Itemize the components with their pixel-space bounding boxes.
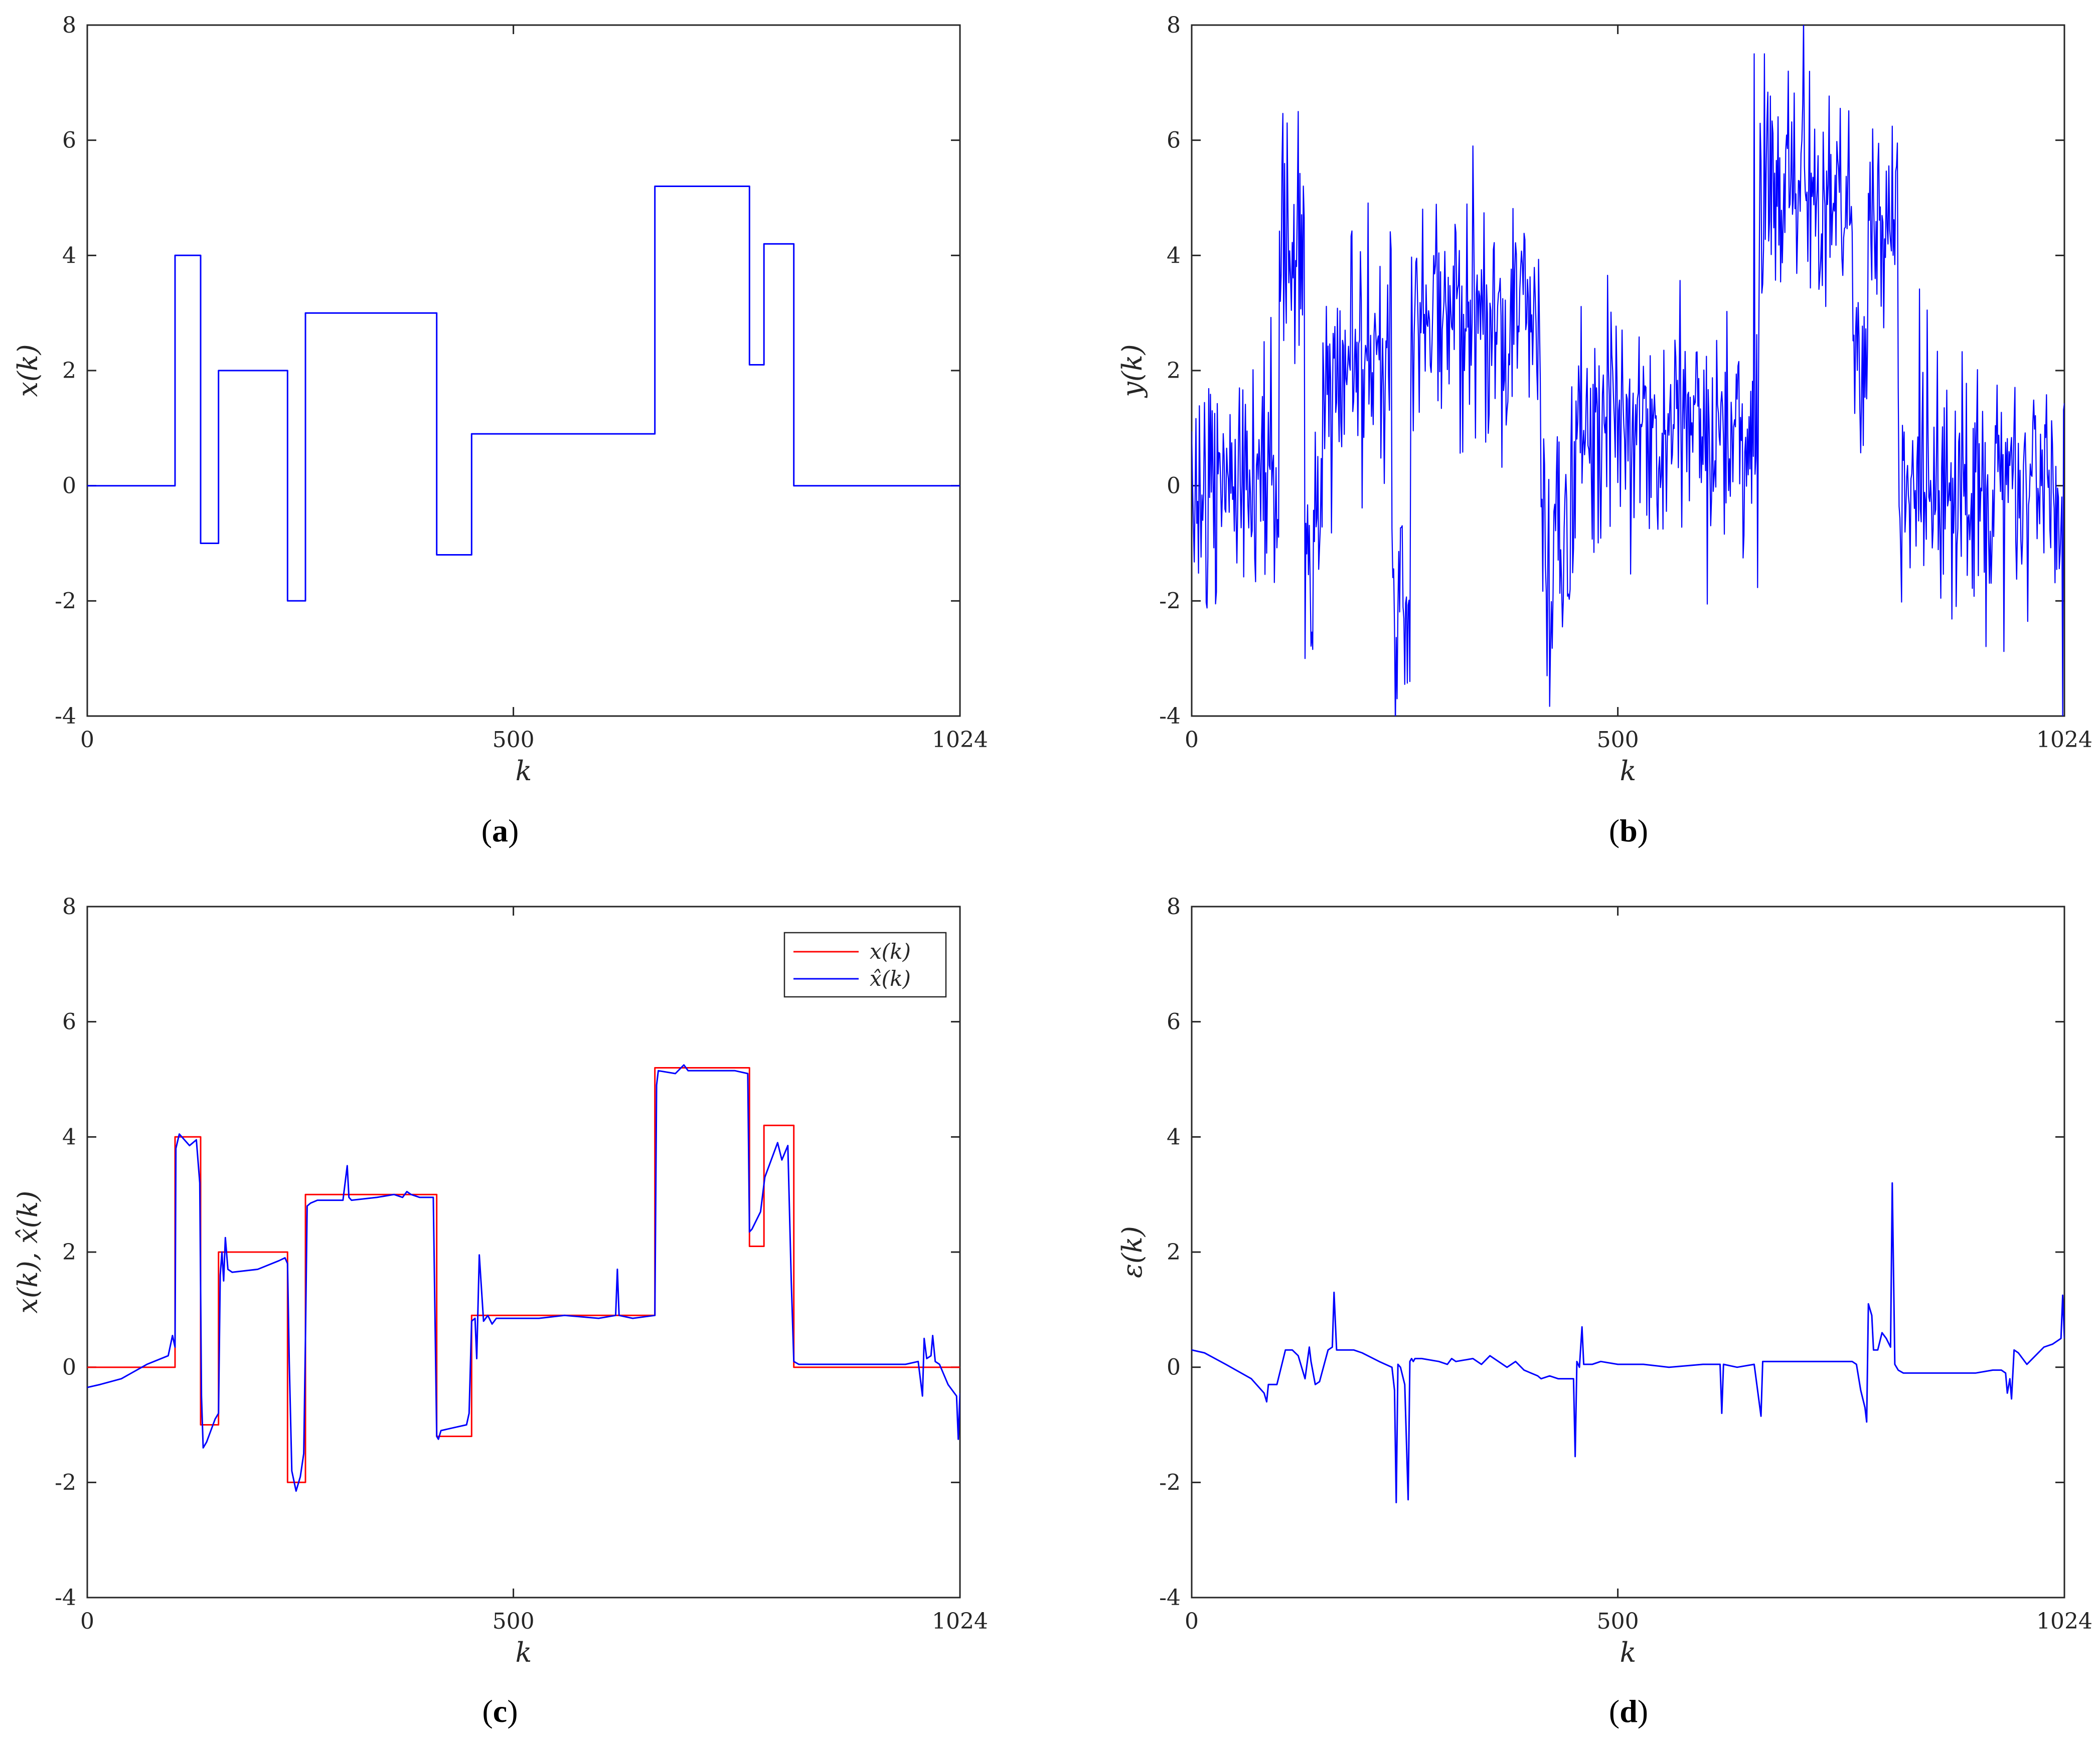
series-line-yk-0 bbox=[1192, 25, 2064, 716]
x-tick-label: 1024 bbox=[932, 1609, 988, 1634]
caption-letter: d bbox=[1620, 1693, 1638, 1729]
y-tick-label: 8 bbox=[1167, 13, 1181, 38]
x-tick-label: 0 bbox=[1185, 1609, 1199, 1634]
x-tick-label: 0 bbox=[80, 1609, 94, 1634]
y-tick-label: -2 bbox=[1159, 588, 1181, 614]
y-tick-label: -4 bbox=[55, 1585, 76, 1611]
x-axis-label: k bbox=[1620, 1637, 1637, 1668]
x-axis-label: k bbox=[516, 1637, 532, 1668]
y-tick-label: 8 bbox=[62, 894, 76, 920]
legend: x(k)x̂(k) bbox=[783, 932, 947, 998]
y-tick-label: 2 bbox=[62, 358, 76, 384]
y-tick-label: 6 bbox=[62, 128, 76, 153]
panel-caption: (c) bbox=[482, 1693, 518, 1729]
y-tick-label: 4 bbox=[1167, 1124, 1181, 1150]
series-line-xk-0 bbox=[87, 186, 960, 602]
y-tick-label: -2 bbox=[1159, 1470, 1181, 1495]
caption-open: ( bbox=[482, 1693, 493, 1729]
y-axis-label: y(k) bbox=[1116, 344, 1148, 398]
y-tick-label: 4 bbox=[1167, 243, 1181, 268]
y-tick-label: -2 bbox=[55, 588, 76, 614]
caption-letter: b bbox=[1620, 813, 1638, 848]
panel-caption: (b) bbox=[1609, 813, 1648, 848]
y-tick-label: 2 bbox=[62, 1240, 76, 1265]
series-group bbox=[87, 186, 960, 602]
y-tick-label: 0 bbox=[62, 1355, 76, 1380]
series-line-xk-0 bbox=[87, 1067, 960, 1483]
y-tick-label: 2 bbox=[1167, 1240, 1181, 1265]
legend-entry-label: x̂(k) bbox=[870, 966, 911, 991]
caption-letter: c bbox=[493, 1693, 507, 1729]
panel-caption: (d) bbox=[1609, 1693, 1648, 1729]
y-axis-label: x(k), x̂(k) bbox=[12, 1191, 44, 1314]
legend-entry-label: x(k) bbox=[870, 939, 911, 964]
chart-panel-d: -4 -2 0 2 4 6 8 0 500 1024 k ε(k) (d) bbox=[1116, 894, 2092, 1729]
caption-close: ) bbox=[1638, 813, 1648, 848]
series-line-k-0 bbox=[1192, 1182, 2064, 1503]
y-tick-label: -2 bbox=[55, 1470, 76, 1495]
y-tick-label: 6 bbox=[1167, 128, 1181, 153]
caption-close: ) bbox=[1638, 1693, 1648, 1729]
y-axis-label: ε(k) bbox=[1116, 1226, 1148, 1278]
y-tick-label: 0 bbox=[1167, 1355, 1181, 1380]
chart-panel-b: -4 -2 0 2 4 6 8 0 500 1024 k y(k) (b) bbox=[1116, 13, 2092, 848]
y-tick-label: 0 bbox=[62, 473, 76, 499]
y-tick-label: 6 bbox=[1167, 1009, 1181, 1035]
chart-panel-a: -4 -2 0 2 4 6 8 0 500 1024 k x(k) (a) bbox=[12, 13, 988, 848]
x-tick-label: 500 bbox=[1597, 1609, 1639, 1634]
series-group bbox=[1192, 25, 2064, 716]
caption-open: ( bbox=[1609, 1693, 1620, 1729]
y-tick-label: -4 bbox=[55, 704, 76, 729]
caption-letter: a bbox=[492, 813, 508, 848]
series-group bbox=[1192, 1182, 2064, 1503]
x-tick-label: 0 bbox=[80, 727, 94, 753]
y-tick-label: -4 bbox=[1159, 1585, 1181, 1611]
y-tick-label: 6 bbox=[62, 1009, 76, 1035]
y-tick-label: 8 bbox=[1167, 894, 1181, 920]
legend-box bbox=[783, 932, 947, 998]
series-line-xk-1 bbox=[87, 1064, 960, 1492]
x-axis-label: k bbox=[516, 755, 532, 787]
y-tick-label: 0 bbox=[1167, 473, 1181, 499]
x-tick-label: 500 bbox=[493, 1609, 535, 1634]
caption-close: ) bbox=[507, 1693, 518, 1729]
x-axis-label: k bbox=[1620, 755, 1637, 787]
x-tick-label: 1024 bbox=[932, 727, 988, 753]
axes-box bbox=[1191, 906, 2065, 1599]
y-tick-label: 2 bbox=[1167, 358, 1181, 384]
caption-open: ( bbox=[481, 813, 492, 848]
panel-caption: (a) bbox=[481, 813, 519, 848]
caption-open: ( bbox=[1609, 813, 1620, 848]
chart-panel-c: -4 -2 0 2 4 6 8 0 500 1024 k x(k), x̂(k) (c) x(k)x̂(k… bbox=[12, 894, 988, 1729]
x-tick-label: 500 bbox=[1597, 727, 1639, 753]
x-tick-label: 1024 bbox=[2036, 1609, 2092, 1634]
y-tick-label: 8 bbox=[62, 13, 76, 38]
caption-close: ) bbox=[508, 813, 519, 848]
y-axis-label: x(k) bbox=[12, 344, 44, 397]
x-tick-label: 500 bbox=[493, 727, 535, 753]
x-tick-label: 1024 bbox=[2036, 727, 2092, 753]
x-tick-label: 0 bbox=[1185, 727, 1199, 753]
y-tick-label: 4 bbox=[62, 243, 76, 268]
y-tick-label: 4 bbox=[62, 1124, 76, 1150]
series-group bbox=[87, 1064, 960, 1492]
y-tick-label: -4 bbox=[1159, 704, 1181, 729]
